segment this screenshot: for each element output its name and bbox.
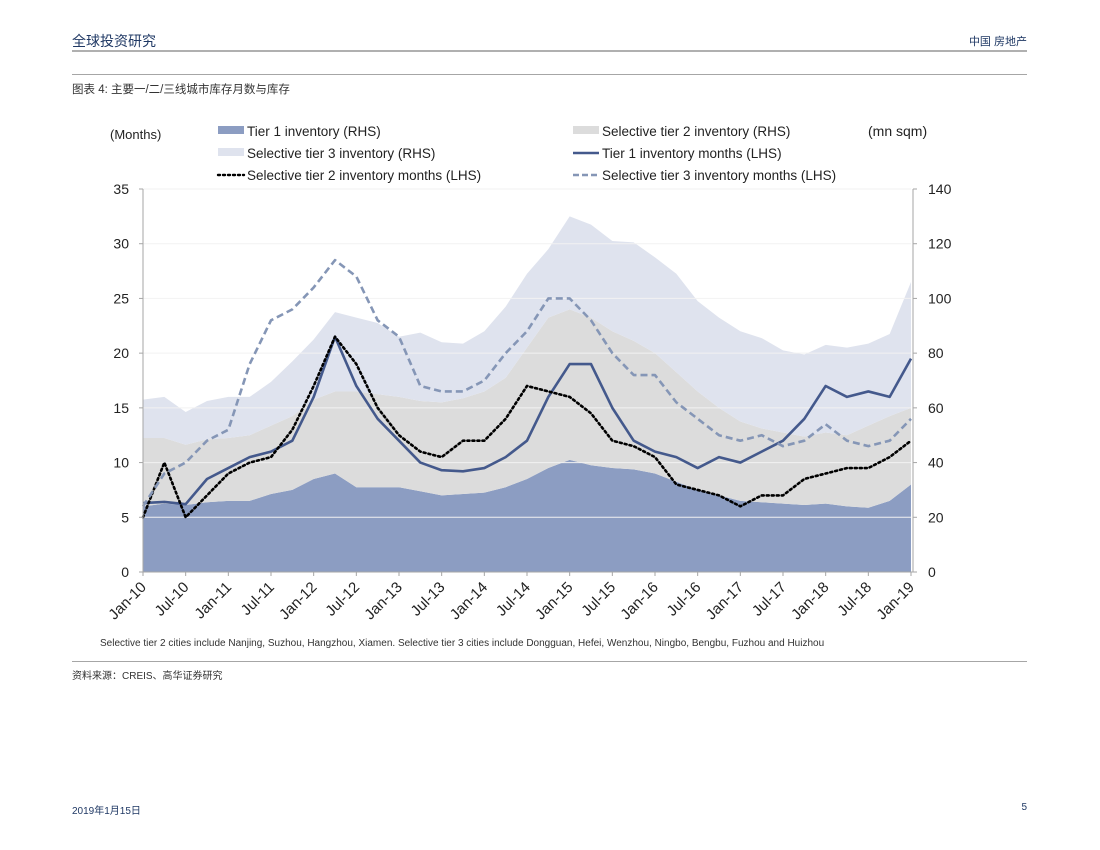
left-tick-label: 35 — [113, 181, 129, 197]
x-tick-label: Jul-11 — [238, 579, 278, 619]
legend-tier1-months: Tier 1 inventory months (LHS) — [573, 146, 782, 161]
legend-label: Tier 1 inventory months (LHS) — [602, 146, 782, 161]
x-tick-label: Jul-18 — [834, 579, 875, 620]
x-tick-label: Jan-19 — [873, 579, 917, 623]
right-tick-label: 40 — [928, 455, 944, 471]
x-tick-label: Jul-15 — [578, 579, 619, 620]
x-tick-label: Jan-10 — [105, 579, 149, 623]
legend-tier2-inventory: Selective tier 2 inventory (RHS) — [573, 124, 790, 139]
left-tick-label: 30 — [113, 236, 129, 252]
legend-tier1-inventory: Tier 1 inventory (RHS) — [218, 124, 381, 139]
x-tick-label: Jul-12 — [322, 579, 363, 620]
tier3-inventory-area — [143, 216, 911, 445]
left-tick-label: 25 — [113, 290, 129, 306]
left-tick-label: 15 — [113, 400, 129, 416]
right-axis-label: (mn sqm) — [868, 123, 927, 139]
x-tick-label: Jan-15 — [532, 579, 576, 623]
legend: Tier 1 inventory (RHS) Selective tier 2 i… — [216, 124, 836, 183]
area-layer — [143, 216, 911, 572]
right-tick-label: 80 — [928, 345, 944, 361]
legend-label: Selective tier 3 inventory months (LHS) — [602, 168, 836, 183]
tier1-months-line — [142, 335, 913, 506]
right-tick-label: 120 — [928, 236, 952, 252]
right-tick-label: 100 — [928, 290, 952, 306]
x-tick-label: Jan-11 — [191, 579, 235, 623]
x-tick-label: Jul-10 — [152, 579, 193, 620]
tier2-months-line — [141, 335, 913, 519]
x-tick-label: Jul-14 — [493, 579, 534, 620]
figure-title: 图表 4: 主要一/二/三线城市库存月数与库存 — [72, 84, 290, 96]
title-divider — [72, 74, 1027, 75]
x-tick-label: Jul-17 — [749, 579, 790, 620]
header-divider — [72, 50, 1027, 52]
tier3-months-line — [141, 258, 912, 508]
header-title: 全球投资研究 — [72, 33, 156, 49]
legend-tier3-inventory: Selective tier 3 inventory (RHS) — [218, 146, 435, 161]
x-tick-label: Jan-17 — [703, 579, 747, 623]
left-tick-label: 0 — [121, 564, 129, 580]
legend-swatch — [218, 148, 244, 156]
page-number: 5 — [1021, 802, 1027, 813]
x-tick-label: Jan-18 — [788, 579, 832, 623]
legend-label: Selective tier 2 inventory months (LHS) — [247, 168, 481, 183]
x-tick-label: Jul-16 — [664, 579, 705, 620]
left-tick-label: 10 — [113, 455, 129, 471]
x-tick-label: Jul-13 — [408, 579, 449, 620]
tier1-inventory-area — [143, 459, 911, 572]
right-tick-label: 20 — [928, 509, 944, 525]
left-axis-label: (Months) — [110, 127, 161, 142]
x-tick-label: Jan-13 — [361, 579, 405, 623]
source-note: 资料来源：CREIS、高华证券研究 — [72, 671, 223, 682]
line-layer — [141, 258, 913, 519]
footer-date: 2019年1月15日 — [72, 806, 141, 817]
grid-layer — [143, 188, 911, 518]
left-tick-label: 20 — [113, 345, 129, 361]
legend-swatch — [573, 126, 599, 134]
x-tick-label: Jan-14 — [447, 579, 491, 623]
left-tick-label: 5 — [121, 509, 129, 525]
legend-tier3-months: Selective tier 3 inventory months (LHS) — [573, 168, 836, 183]
legend-label: Selective tier 2 inventory (RHS) — [602, 124, 790, 139]
legend-swatch — [218, 126, 244, 134]
x-tick-label: Jan-16 — [617, 579, 661, 623]
legend-label: Tier 1 inventory (RHS) — [247, 124, 381, 139]
legend-tier2-months: Selective tier 2 inventory months (LHS) — [216, 168, 481, 183]
source-divider — [72, 661, 1027, 662]
right-tick-label: 140 — [928, 181, 952, 197]
header-section: 中国 房地产 — [968, 36, 1027, 48]
legend-label: Selective tier 3 inventory (RHS) — [247, 146, 435, 161]
right-tick-label: 0 — [928, 564, 936, 580]
x-tick-label: Jan-12 — [276, 579, 320, 623]
chart-footnote: Selective tier 2 cities include Nanjing,… — [100, 638, 824, 649]
right-tick-label: 60 — [928, 400, 944, 416]
